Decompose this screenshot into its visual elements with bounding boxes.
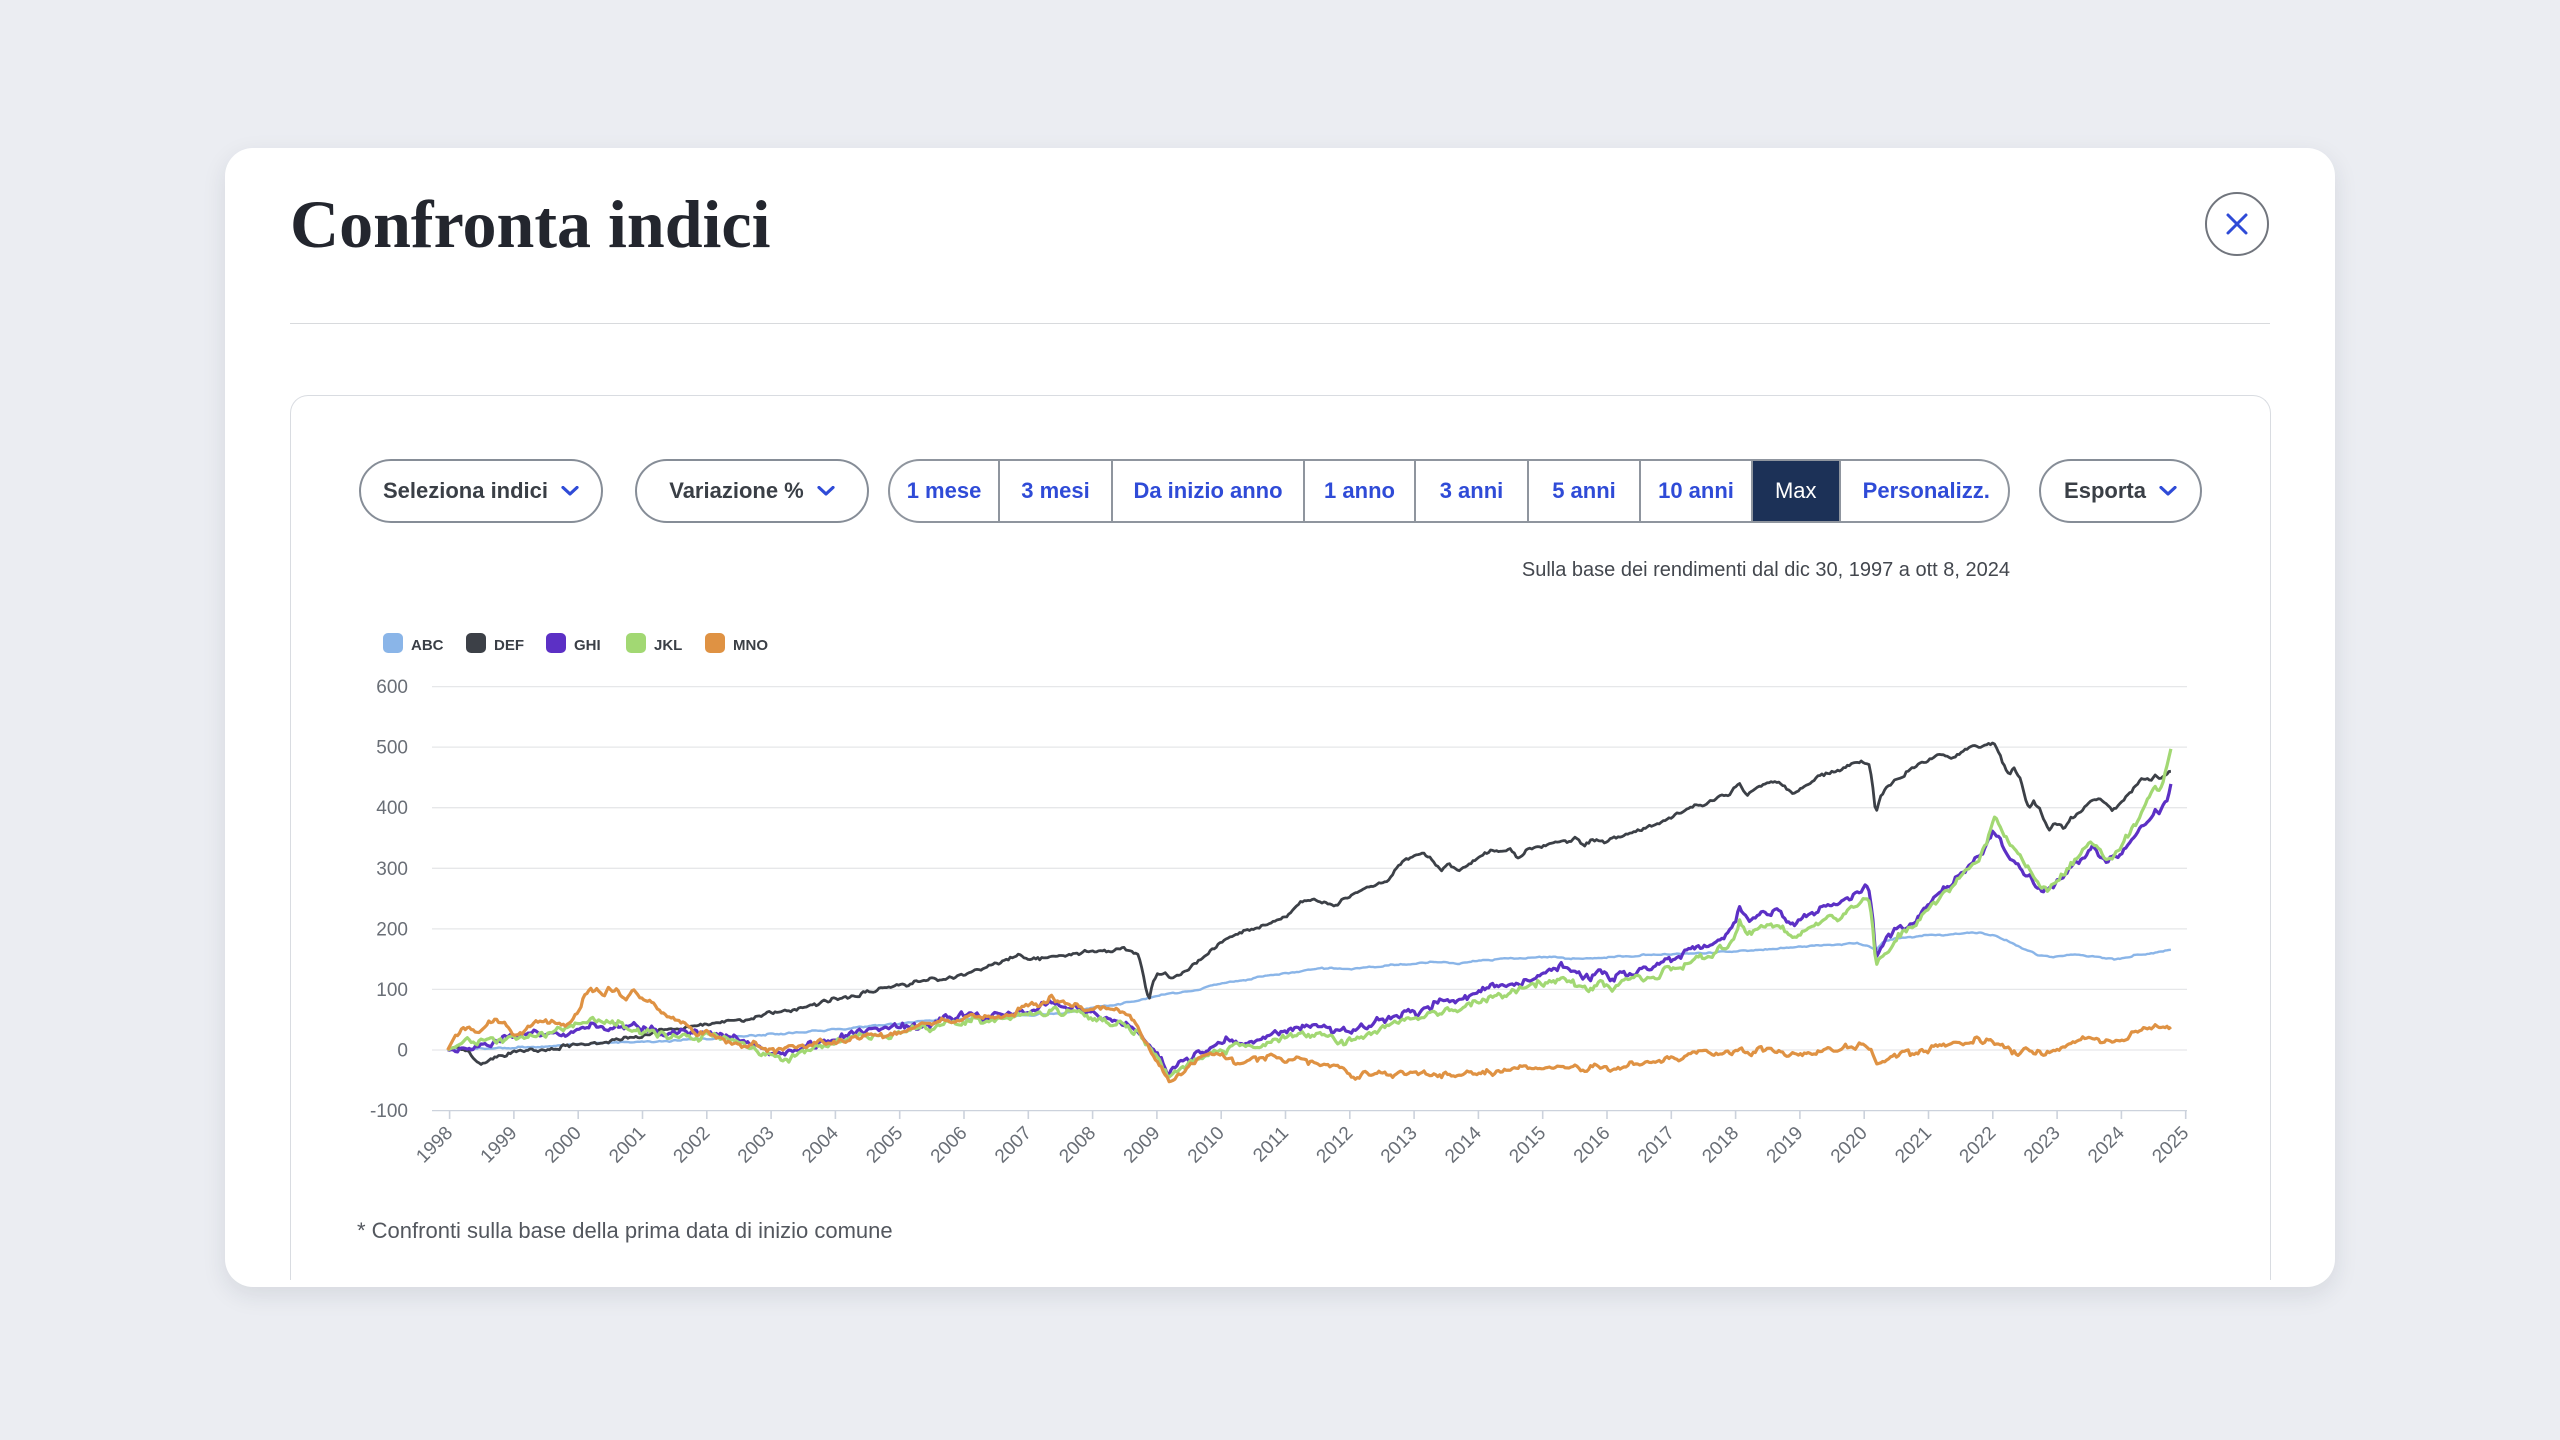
svg-text:2013: 2013 <box>1377 1123 1422 1168</box>
svg-text:2014: 2014 <box>1441 1122 1486 1167</box>
svg-text:-100: -100 <box>370 1101 408 1122</box>
svg-text:2010: 2010 <box>1184 1123 1229 1168</box>
svg-text:2020: 2020 <box>1827 1123 1872 1168</box>
svg-text:1998: 1998 <box>412 1123 457 1168</box>
svg-text:2008: 2008 <box>1055 1123 1100 1168</box>
svg-text:200: 200 <box>376 919 408 940</box>
svg-text:2007: 2007 <box>991 1123 1036 1168</box>
svg-text:2004: 2004 <box>798 1122 843 1167</box>
svg-text:600: 600 <box>376 677 408 698</box>
svg-text:2005: 2005 <box>862 1123 907 1168</box>
svg-text:2024: 2024 <box>2084 1122 2129 1167</box>
svg-text:2023: 2023 <box>2020 1123 2065 1168</box>
svg-text:2018: 2018 <box>1698 1123 1743 1168</box>
svg-text:2006: 2006 <box>927 1123 972 1168</box>
svg-text:2022: 2022 <box>1956 1123 2001 1168</box>
svg-text:2017: 2017 <box>1634 1123 1679 1168</box>
svg-text:0: 0 <box>397 1041 408 1062</box>
svg-text:2012: 2012 <box>1313 1123 1358 1168</box>
svg-text:2000: 2000 <box>541 1123 586 1168</box>
svg-text:2011: 2011 <box>1249 1123 1293 1167</box>
svg-text:2016: 2016 <box>1570 1123 1615 1168</box>
svg-text:2002: 2002 <box>670 1123 715 1168</box>
svg-text:2021: 2021 <box>1891 1123 1936 1168</box>
svg-text:2009: 2009 <box>1120 1123 1165 1168</box>
svg-text:2015: 2015 <box>1505 1123 1550 1168</box>
svg-text:2003: 2003 <box>734 1123 779 1168</box>
svg-text:2001: 2001 <box>605 1123 650 1168</box>
svg-text:300: 300 <box>376 859 408 880</box>
svg-text:400: 400 <box>376 798 408 819</box>
svg-text:100: 100 <box>376 980 408 1001</box>
svg-text:1999: 1999 <box>477 1123 522 1168</box>
svg-text:2019: 2019 <box>1763 1123 1808 1168</box>
svg-text:500: 500 <box>376 738 408 759</box>
svg-text:2025: 2025 <box>2148 1123 2193 1168</box>
